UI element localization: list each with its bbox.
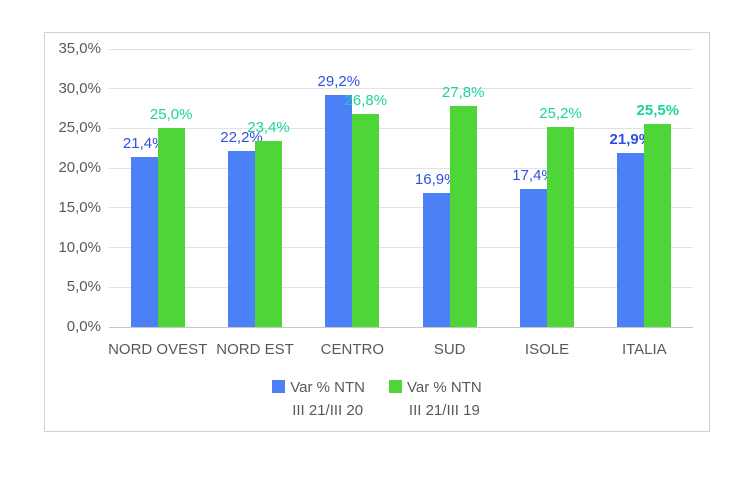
data-label: 26,8%	[344, 92, 388, 110]
y-axis-tick-label: 0,0%	[66, 318, 101, 335]
gridline	[109, 247, 693, 249]
data-label: 29,2%	[317, 73, 361, 91]
gridline	[109, 167, 693, 169]
bar-series2-sud	[449, 106, 477, 327]
gridline	[109, 88, 693, 90]
bar-series2-nord-ovest	[157, 128, 185, 327]
y-axis-tick-label: 25,0%	[58, 119, 101, 137]
x-axis-category-label: SUD	[433, 341, 466, 358]
legend-label: Var % NTN III 21/III 19	[407, 377, 482, 422]
gridline	[109, 127, 693, 129]
bar-series1-centro	[325, 95, 353, 327]
gridline	[109, 207, 693, 209]
bar-series1-isole	[520, 188, 547, 327]
data-label: 21,9%	[609, 131, 653, 149]
y-axis-tick-label: 10,0%	[58, 238, 101, 256]
legend-label-line: Var % NTN	[290, 379, 365, 396]
bar-series2-nord-est	[255, 141, 282, 327]
x-axis-line	[109, 327, 693, 328]
y-axis-tick-label: 20,0%	[58, 159, 101, 177]
legend-item-series1: Var % NTN III 21/III 20	[272, 377, 365, 422]
y-axis-tick-label: 5,0%	[66, 278, 101, 296]
plot-area: 21,4% 25,0% 22,2% 23,4% 29,2% 26,8% 16,9% 27,8%…	[109, 48, 693, 327]
bar-series2-centro	[352, 114, 380, 327]
bar-series2-italia	[644, 124, 672, 327]
data-label: 22,2%	[220, 128, 263, 146]
data-label: 23,4%	[247, 119, 290, 137]
data-label: 27,8%	[441, 84, 485, 102]
bar-series1-italia	[617, 153, 645, 327]
data-label: 25,5%	[636, 102, 680, 120]
data-label: 25,0%	[149, 106, 193, 124]
legend: Var % NTN III 21/III 20 Var % NTN III 21/II…	[45, 377, 709, 422]
x-axis-category-label: ISOLE	[524, 341, 570, 358]
data-label: 25,2%	[539, 104, 582, 122]
gridline	[109, 286, 693, 288]
legend-label-line: III 21/III 20	[292, 401, 364, 419]
x-axis-category-label: ITALIA	[621, 341, 667, 358]
gridline	[109, 48, 693, 50]
legend-label: Var % NTN III 21/III 20	[290, 377, 365, 422]
legend-label-line: III 21/III 19	[408, 401, 480, 419]
bar-series1-sud	[422, 192, 450, 327]
x-axis-category-label: NORD OVEST	[108, 341, 208, 358]
y-axis-tick-label: 35,0%	[58, 40, 101, 57]
bar-series2-isole	[547, 126, 574, 327]
y-axis-tick-label: 15,0%	[58, 198, 101, 216]
data-label: 17,4%	[512, 166, 555, 184]
legend-color-swatch	[272, 380, 286, 393]
x-axis-category-label: CENTRO	[320, 341, 384, 358]
legend-label-line: Var % NTN	[407, 379, 482, 396]
data-label: 16,9%	[414, 170, 458, 188]
data-label: 21,4%	[122, 135, 166, 153]
legend-color-swatch	[389, 380, 402, 393]
legend-item-series2: Var % NTN III 21/III 19	[389, 377, 482, 422]
bar-series1-nord-est	[228, 150, 255, 327]
bar-series1-nord-ovest	[130, 157, 158, 327]
chart-area: 21,4% 25,0% 22,2% 23,4% 29,2% 26,8% 16,9% 27,8%…	[44, 32, 710, 432]
y-axis-tick-label: 30,0%	[58, 79, 101, 97]
x-axis-category-label: NORD EST	[216, 341, 294, 358]
